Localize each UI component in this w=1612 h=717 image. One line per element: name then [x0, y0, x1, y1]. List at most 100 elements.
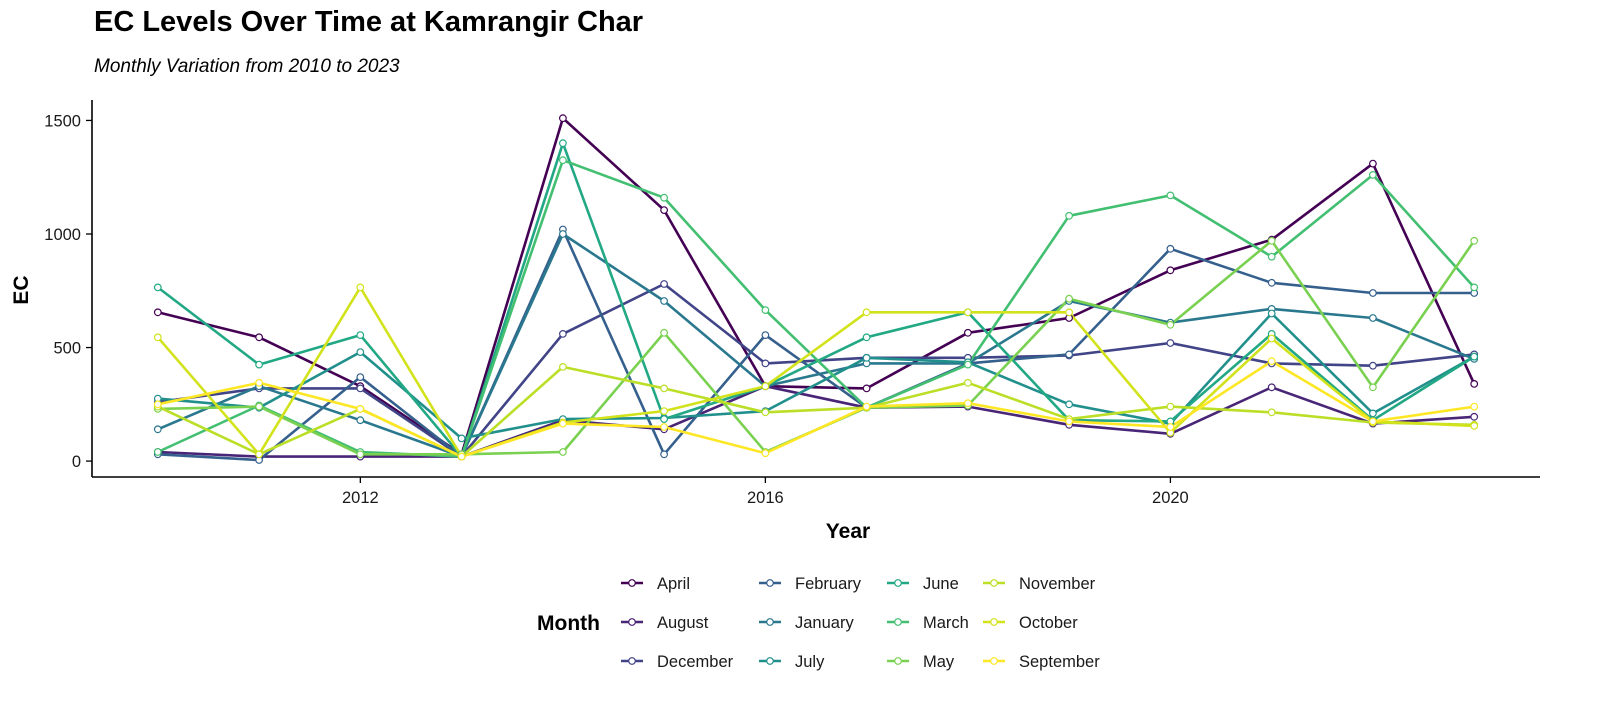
- legend: Month April August December February January J…: [537, 575, 1100, 671]
- legend-key-point: [894, 579, 902, 587]
- data-point-april: [1470, 380, 1479, 388]
- legend-key-point: [894, 657, 902, 665]
- data-point-september: [1470, 402, 1479, 411]
- data-point-june: [356, 331, 365, 340]
- data-point-april: [862, 384, 871, 393]
- legend-item-november: November: [983, 575, 1096, 593]
- data-point-may: [255, 402, 264, 411]
- data-point-march: [1368, 170, 1377, 179]
- series-line-september: [157, 359, 1475, 458]
- legend-item-march: March: [887, 614, 969, 632]
- x-axis-label: Year: [826, 520, 870, 543]
- legend-item-july: July: [759, 653, 825, 671]
- data-point-october: [1267, 334, 1276, 343]
- data-point-september: [1267, 357, 1276, 366]
- data-point-september: [1166, 423, 1175, 431]
- data-point-may: [1470, 236, 1479, 245]
- x-tick-label: 2016: [747, 489, 784, 507]
- data-point-january: [356, 416, 365, 425]
- data-point-november: [1166, 402, 1175, 411]
- legend-key-point: [990, 657, 998, 665]
- legend-key-point: [628, 618, 636, 626]
- legend-label: August: [657, 614, 709, 632]
- data-point-june: [1470, 352, 1479, 361]
- data-point-april: [153, 308, 162, 317]
- data-point-september: [1065, 417, 1073, 426]
- legend-key-point: [766, 579, 774, 587]
- data-point-october: [153, 333, 162, 342]
- legend-label: July: [795, 653, 825, 671]
- data-point-june: [862, 333, 871, 342]
- data-point-january: [559, 230, 567, 238]
- data-point-march: [153, 448, 162, 456]
- data-point-may: [356, 450, 365, 459]
- data-point-december: [1368, 361, 1377, 370]
- legend-label: February: [795, 575, 862, 593]
- data-point-may: [1065, 294, 1073, 303]
- series-line-august: [157, 384, 1475, 458]
- legend-key-point: [990, 579, 998, 587]
- data-point-july: [1065, 400, 1073, 409]
- data-point-february: [660, 450, 668, 459]
- data-point-september: [559, 419, 567, 428]
- data-point-december: [1166, 339, 1175, 347]
- data-point-january: [660, 297, 668, 305]
- series-line-may: [157, 239, 1476, 456]
- data-point-march: [660, 193, 668, 202]
- data-point-october: [964, 308, 972, 317]
- legend-item-june: June: [887, 575, 959, 593]
- data-point-february: [1166, 244, 1175, 253]
- data-point-april: [660, 206, 668, 215]
- data-point-november: [1267, 408, 1276, 417]
- y-axis-label: EC: [10, 275, 33, 304]
- series-line-october: [156, 286, 1475, 458]
- data-point-may: [1267, 236, 1276, 245]
- legend-item-february: February: [759, 575, 862, 593]
- series-line-june: [157, 141, 1475, 458]
- legend-label: September: [1019, 653, 1100, 671]
- data-point-september: [457, 452, 466, 461]
- data-point-april: [255, 333, 264, 342]
- data-point-march: [964, 360, 972, 369]
- data-point-march: [761, 306, 770, 315]
- series-line-january: [157, 232, 1475, 458]
- legend-label: June: [923, 575, 959, 593]
- data-point-july: [457, 434, 466, 443]
- legend-item-october: October: [983, 614, 1078, 632]
- data-point-september: [761, 449, 770, 458]
- data-point-april: [1368, 159, 1377, 168]
- data-point-september: [1368, 417, 1377, 426]
- legend-label: May: [923, 653, 955, 671]
- data-point-april: [1166, 266, 1175, 275]
- legend-key-point: [990, 618, 998, 626]
- data-point-november: [964, 378, 972, 387]
- series-lines: [156, 116, 1476, 462]
- data-point-january: [1368, 314, 1377, 322]
- data-point-december: [559, 330, 567, 338]
- data-point-september: [153, 400, 162, 409]
- y-tick-label: 500: [53, 340, 81, 358]
- legend-label: January: [795, 614, 854, 632]
- legend-key-point: [766, 618, 774, 626]
- data-point-march: [1065, 211, 1073, 220]
- y-tick-label: 0: [72, 453, 81, 471]
- data-point-april: [964, 328, 972, 337]
- data-point-february: [1368, 289, 1377, 297]
- data-point-august: [1267, 383, 1276, 392]
- y-tick-label: 1000: [44, 226, 81, 244]
- x-tick-label: 2012: [342, 489, 379, 507]
- data-point-august: [1470, 412, 1479, 421]
- legend-label: November: [1019, 575, 1096, 593]
- legend-item-september: September: [983, 653, 1100, 671]
- data-point-october: [1065, 308, 1073, 317]
- data-point-december: [761, 359, 770, 368]
- data-point-september: [356, 405, 365, 413]
- series-line-march: [157, 158, 1476, 458]
- data-point-march: [1166, 191, 1175, 200]
- legend-item-april: April: [621, 575, 690, 593]
- data-point-december: [356, 384, 365, 393]
- data-point-june: [559, 139, 567, 148]
- legend-key-point: [766, 657, 774, 665]
- data-point-september: [255, 378, 264, 387]
- legend-label: December: [657, 653, 734, 671]
